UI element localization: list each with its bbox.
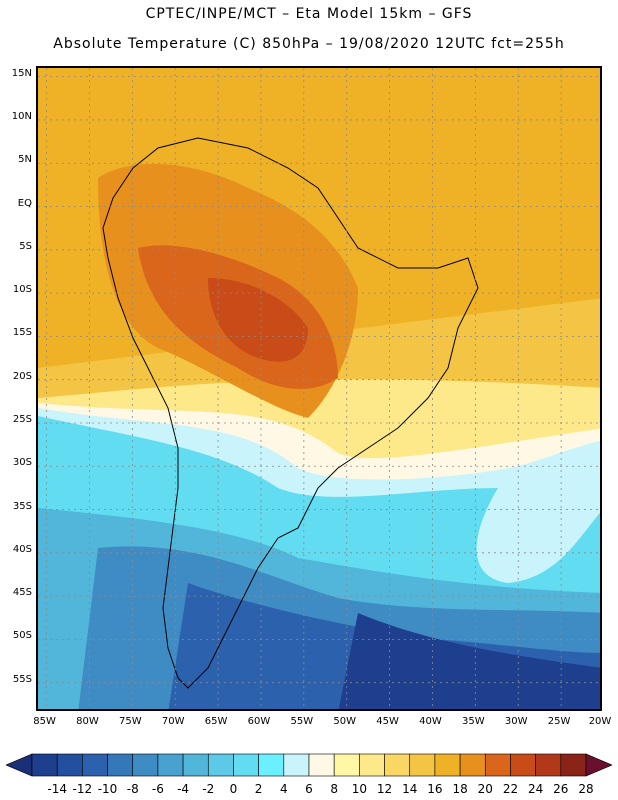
- colorbar-label: -4: [177, 782, 190, 796]
- colorbar-swatch: [535, 753, 562, 777]
- colorbar-swatch: [31, 753, 58, 777]
- colorbar-label: 6: [305, 782, 313, 796]
- map-subtitle: Absolute Temperature (C) 850hPa – 19/08/…: [53, 36, 565, 52]
- colorbar-label: 24: [527, 782, 544, 796]
- colorbar-swatch: [333, 753, 360, 777]
- colorbar-label: 18: [452, 782, 468, 796]
- longitude-label: 85W: [33, 716, 56, 727]
- colorbar-swatch: [359, 753, 385, 777]
- latitude-label: 5S: [19, 240, 32, 252]
- colorbar-label: 10: [351, 782, 367, 796]
- latitude-label: 35S: [12, 500, 32, 512]
- colorbar-swatch: [459, 753, 486, 777]
- latitude-label: 15N: [11, 67, 32, 79]
- colorbar-label: -2: [202, 782, 215, 796]
- temperature-map: [38, 68, 600, 709]
- colorbar-swatch: [258, 753, 285, 777]
- longitude-label: 55W: [290, 716, 314, 727]
- colorbar-label: -14: [47, 782, 67, 796]
- colorbar-swatch: [157, 753, 184, 777]
- graticule: [38, 68, 600, 709]
- longitude-label: 35W: [462, 716, 485, 727]
- colorbar-low-extend: [6, 753, 33, 777]
- latitude-label: 45S: [12, 587, 32, 599]
- longitude-label: 45W: [376, 716, 399, 727]
- longitude-label: 50W: [333, 716, 357, 727]
- colorbar-label: 16: [427, 782, 443, 796]
- colorbar-label: 20: [477, 782, 493, 796]
- colorbar-label: 22: [502, 782, 519, 796]
- latitude-label: 5N: [18, 154, 32, 166]
- colorbar-label: 26: [553, 782, 569, 796]
- colorbar: [6, 753, 612, 777]
- colorbar-swatch: [308, 753, 335, 777]
- latitude-label: 10S: [12, 284, 32, 296]
- colorbar-label: -6: [151, 782, 164, 796]
- coastline: [102, 137, 479, 689]
- field-warm-24: [208, 278, 308, 362]
- longitude-label: 70W: [161, 716, 185, 727]
- longitude-label: 60W: [247, 716, 271, 727]
- latitude-label: 30S: [12, 457, 32, 469]
- longitude-label: 80W: [76, 716, 99, 727]
- colorbar-label: 0: [229, 782, 238, 796]
- latitude-label: 55S: [12, 673, 32, 685]
- longitude-label: 75W: [119, 716, 142, 727]
- latitude-label: 25S: [12, 413, 32, 425]
- colorbar-swatch: [384, 753, 411, 777]
- longitude-label: 40W: [419, 716, 442, 727]
- latitude-label: 10N: [11, 110, 32, 122]
- longitude-label: 20W: [588, 716, 612, 727]
- colorbar-label: 14: [402, 782, 418, 796]
- latitude-label: 15S: [12, 327, 32, 339]
- colorbar-swatch: [56, 753, 83, 777]
- longitude-label: 30W: [504, 716, 528, 727]
- colorbar-label: 8: [330, 782, 338, 796]
- colorbar-swatch: [207, 753, 234, 777]
- latitude-label: 20S: [12, 370, 32, 382]
- colorbar-label: 28: [578, 782, 594, 796]
- longitude-label: 25W: [547, 716, 571, 727]
- colorbar-label: 4: [279, 782, 288, 796]
- field-band-minus12: [338, 613, 600, 709]
- colorbar-swatch: [484, 753, 511, 777]
- latitude-label: 40S: [12, 543, 32, 555]
- latitude-label: EQ: [17, 197, 32, 209]
- colorbar-swatch: [434, 753, 461, 777]
- colorbar-swatch: [409, 753, 436, 777]
- colorbar-label: -8: [126, 782, 139, 796]
- colorbar-label: 2: [254, 782, 263, 796]
- colorbar-swatch: [283, 753, 310, 777]
- colorbar-swatch: [510, 753, 536, 777]
- longitude-label: 65W: [204, 716, 228, 727]
- map-panel: [36, 66, 602, 711]
- colorbar-swatch: [132, 753, 159, 777]
- colorbar-label: 12: [376, 782, 393, 796]
- colorbar-swatch: [82, 753, 108, 777]
- colorbar-swatch: [107, 753, 134, 777]
- colorbar-swatch: [233, 753, 259, 777]
- colorbar-swatch: [182, 753, 209, 777]
- colorbar-label: -10: [97, 782, 118, 796]
- colorbar-label: -12: [72, 782, 93, 796]
- latitude-label: 50S: [12, 630, 32, 642]
- map-title: CPTEC/INPE/MCT – Eta Model 15km – GFS: [145, 6, 473, 22]
- colorbar-high-extend: [585, 753, 612, 777]
- colorbar-swatch: [560, 753, 587, 777]
